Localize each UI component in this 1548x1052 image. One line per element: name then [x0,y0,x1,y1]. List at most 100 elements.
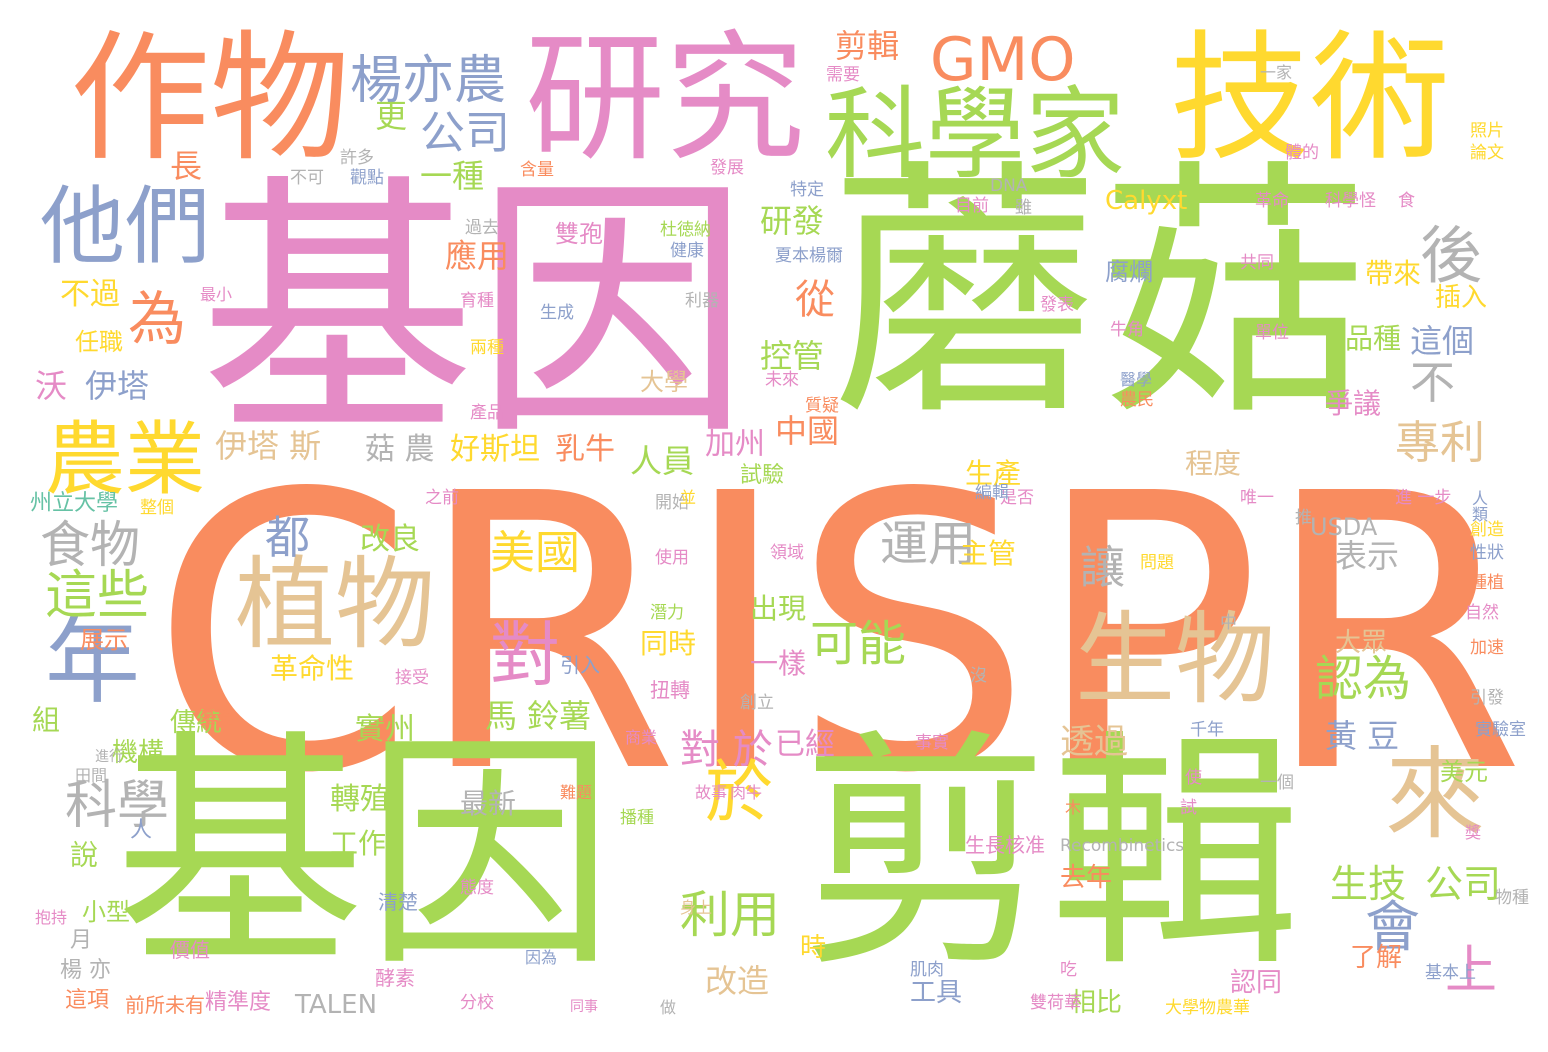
cloud-word: 雙孢 [555,220,603,248]
cloud-word: 夏本楊爾 [775,246,843,266]
cloud-word: 創立 [740,693,774,713]
cloud-word: 植物 [235,546,435,663]
cloud-word: 牛角 [1110,320,1144,340]
cloud-word: 潛力 [650,603,684,623]
cloud-word: 改造 [705,962,770,1000]
cloud-word: 長 [170,147,203,185]
cloud-word: 利用 [680,886,780,944]
cloud-word: 獎 [1465,823,1482,842]
cloud-word: 發展 [710,158,744,178]
cloud-word: 控管 [760,337,825,375]
cloud-word: 食 [1398,191,1415,211]
cloud-word: 剪輯 [800,709,1300,1000]
cloud-word: 相比 [1070,988,1123,1018]
cloud-word: 基因 [115,709,615,1000]
cloud-word: 美國 [490,526,581,579]
cloud-word: 展示 [80,626,128,654]
cloud-word: 一種 [420,157,485,195]
cloud-word: 為 [128,285,187,353]
cloud-word: 年 [45,607,141,717]
cloud-word: 創造 [1470,520,1504,540]
cloud-word: 使 [1185,768,1202,788]
cloud-word: 已經 [775,727,835,762]
cloud-word: 精準度 [205,990,272,1015]
cloud-word: 研究 [525,18,806,181]
cloud-word: 生技 [1330,862,1407,906]
cloud-word: 人員 [630,442,695,480]
cloud-word: 商業 [625,728,658,747]
cloud-word: 說 [66,840,99,868]
cloud-word: 大學物農華 [1165,998,1250,1018]
cloud-word: DNA [990,176,1028,196]
cloud-word: 自然 [1465,603,1499,623]
cloud-word: TALEN [295,990,378,1020]
cloud-word: 同事 [570,999,598,1015]
cloud-word: 機構 [112,738,165,768]
cloud-word: 播種 [620,808,654,828]
cloud-word: 州立大學 [30,491,119,516]
cloud-word: 照片 [1470,121,1504,141]
cloud-word: 轉殖 [330,782,390,817]
cloud-word: 不可 [290,168,324,188]
cloud-word: 雙荷華 [1030,993,1081,1013]
cloud-word: 楊 亦 [60,958,111,983]
cloud-word: 改良 [360,522,420,557]
cloud-word: 編輯 [975,483,1009,503]
cloud-word: 利器 [685,291,719,311]
cloud-word: 爭議 [1325,387,1382,420]
cloud-word: 這項 [65,988,110,1013]
cloud-word: 使用 [655,548,689,568]
cloud-word: 認同 [1230,968,1283,998]
cloud-word: 杜徳納 [660,220,711,240]
cloud-word: 技術 [1170,18,1451,181]
cloud-word: 農業 [45,413,205,506]
cloud-word: 酵素 [375,966,415,990]
cloud-word: 態度 [460,878,494,898]
cloud-word: 最新 [460,787,517,820]
cloud-word: 特定 [790,180,824,200]
cloud-word: 一家 [1260,63,1293,82]
cloud-word: 蘑菇 [830,137,1370,452]
cloud-word: 上 [1445,941,1498,1001]
cloud-word: 對 於 [680,727,773,773]
cloud-word: 科學家 [825,76,1125,193]
cloud-word: 來 [1385,736,1485,853]
cloud-word: 是否 [1000,488,1034,508]
cloud-word: 中國 [775,412,840,450]
cloud-word: 種植 [1470,573,1504,593]
cloud-word: 小型 [82,898,130,926]
cloud-word: 並 [680,488,697,507]
cloud-word: 實驗室 [1475,720,1526,740]
cloud-word: 科學怪 [1325,191,1376,211]
cloud-word: 專利 [1395,416,1486,469]
cloud-word: 產品 [470,403,504,423]
cloud-word: 加速 [1470,638,1504,658]
cloud-word: 引入 [560,653,600,677]
cloud-word: 沒 [970,666,987,686]
cloud-word: 生產 [965,457,1022,490]
cloud-word: Recombinetics [1060,836,1185,856]
cloud-word: 生長核准 [965,833,1045,857]
cloud-word: 試 [1180,798,1197,818]
cloud-word: 領域 [770,543,804,563]
cloud-word: 發表 [1040,295,1074,315]
cloud-word: 沃 [35,367,68,405]
cloud-word: 了解 [1350,943,1403,973]
cloud-word: 田間 [75,766,108,785]
cloud-word: 醫學 [1120,370,1153,389]
cloud-word: 黃 豆 [1325,717,1400,755]
cloud-word: 公司 [420,106,511,159]
cloud-word: 出現 [750,592,807,625]
cloud-word: 革命性 [270,652,355,685]
cloud-word: 後 [1420,219,1483,292]
cloud-word: 人 [130,818,153,843]
cloud-word: 任職 [75,328,123,356]
cloud-word: 不 [1410,356,1456,409]
cloud-word: 大學 [640,368,688,396]
cloud-word: 工具 [910,978,963,1008]
cloud-word: 同時 [640,627,697,660]
cloud-word: 讓 [1080,541,1126,594]
cloud-word: Calyxt [1105,186,1188,216]
cloud-word: 食物 [40,516,140,574]
